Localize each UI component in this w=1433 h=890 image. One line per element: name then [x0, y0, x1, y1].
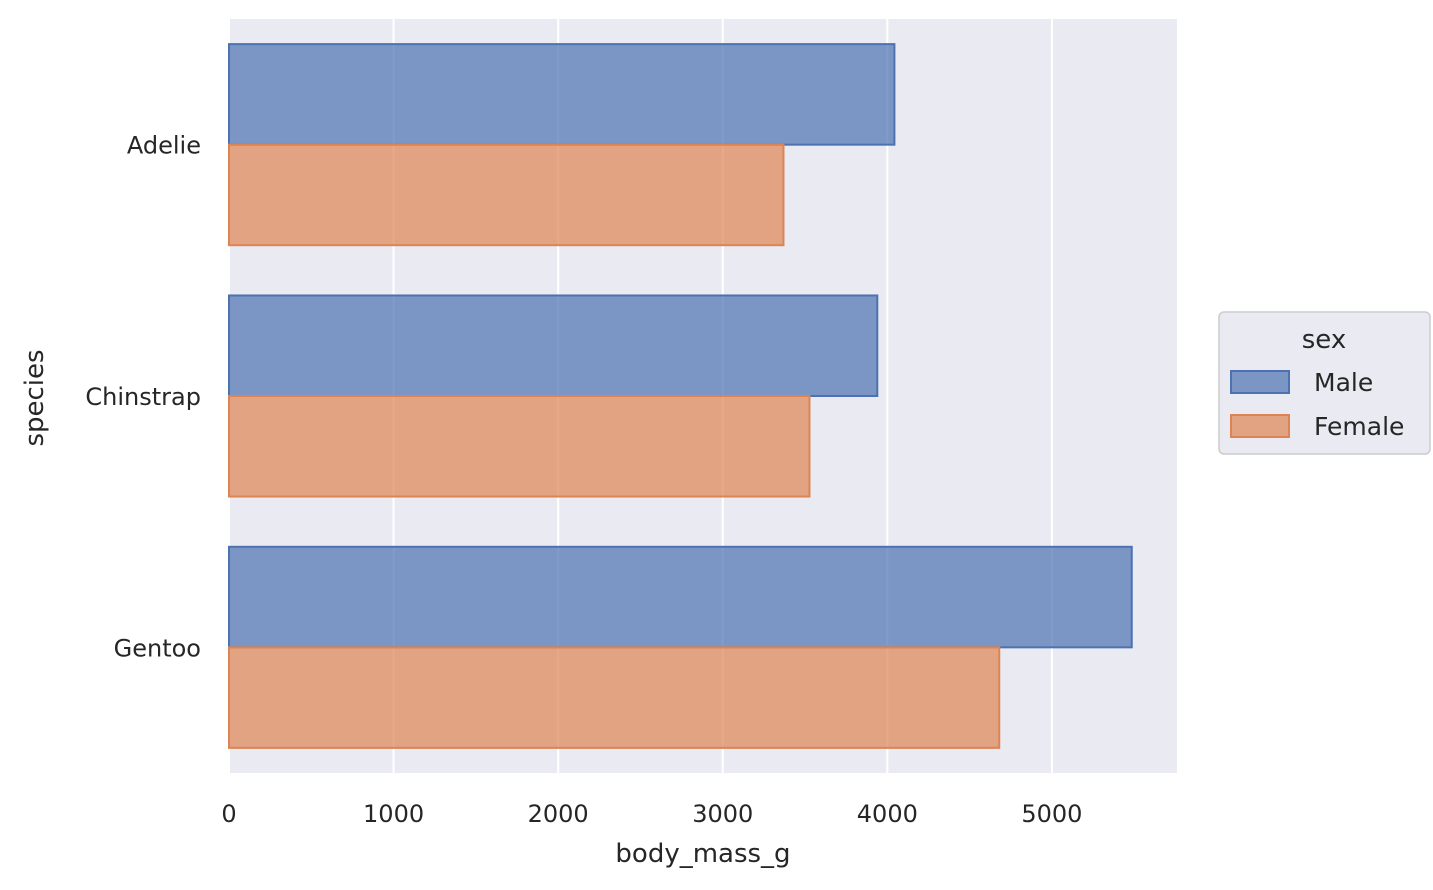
y-tick-label: Chinstrap	[85, 383, 201, 411]
x-tick-label: 2000	[528, 800, 589, 828]
bar-male-chinstrap	[228, 294, 879, 398]
y-axis-label: species	[20, 349, 50, 446]
x-tick-label: 1000	[363, 800, 424, 828]
x-tick-labels: 0 1000 2000 3000 4000 5000	[221, 800, 1082, 828]
x-tick-label: 3000	[692, 800, 753, 828]
x-axis-label: body_mass_g	[615, 839, 790, 869]
bar-male-gentoo	[228, 545, 1133, 649]
legend-swatch-male	[1230, 370, 1290, 394]
x-tick-label: 0	[221, 800, 236, 828]
bar-female-gentoo	[228, 646, 1001, 749]
bar-female-adelie	[228, 143, 785, 247]
legend: sex Male Female	[1218, 311, 1431, 455]
y-tick-label: Adelie	[127, 132, 201, 160]
legend-label-male: Male	[1314, 368, 1373, 397]
x-tick-label: 4000	[857, 800, 918, 828]
legend-title: sex	[1302, 325, 1346, 355]
bar-male-adelie	[228, 43, 896, 146]
y-tick-label: Gentoo	[114, 634, 201, 662]
x-tick-label: 5000	[1021, 800, 1082, 828]
bar-female-chinstrap	[228, 395, 811, 498]
bars	[228, 43, 1133, 749]
legend-swatch-female	[1230, 414, 1290, 438]
legend-label-female: Female	[1314, 412, 1404, 441]
y-tick-labels: Adelie Chinstrap Gentoo	[85, 132, 201, 663]
